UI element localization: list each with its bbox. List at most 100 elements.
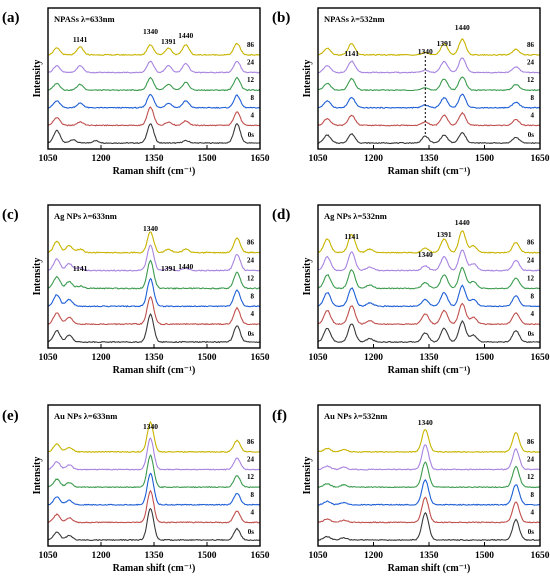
- series-label-4: 4: [251, 508, 255, 516]
- series-line-86: [317, 230, 541, 254]
- x-tick-label: 1650: [251, 353, 270, 363]
- peak-label-1440: 1440: [178, 31, 193, 40]
- series-line-8: [47, 472, 261, 506]
- peak-label-1141: 1141: [73, 264, 88, 273]
- panel-title: NPASs λ=633nm: [54, 14, 115, 24]
- x-tick-label: 1350: [420, 551, 439, 561]
- series-label-4: 4: [531, 508, 535, 516]
- series-line-24: [47, 60, 261, 74]
- panel-tag: (c): [2, 207, 19, 223]
- series-label-12: 12: [527, 76, 535, 84]
- x-tick-label: 1050: [39, 353, 58, 363]
- series-label-0s: 0s: [528, 330, 535, 338]
- series-line-86: [47, 231, 261, 254]
- x-axis-label: Raman shift (cm⁻¹): [113, 563, 196, 574]
- x-tick-label: 1650: [251, 551, 270, 561]
- series-line-24: [48, 244, 261, 272]
- x-tick-label: 1650: [531, 154, 550, 164]
- panel-tag: (f): [272, 408, 287, 424]
- series-line-24: [47, 437, 261, 471]
- series-label-86: 86: [527, 438, 535, 446]
- peak-label-1440: 1440: [178, 262, 193, 271]
- x-tick-label: 1350: [420, 353, 439, 363]
- panel-title: NPASs λ=532nm: [324, 14, 385, 24]
- x-axis-label: Raman shift (cm⁻¹): [388, 563, 471, 574]
- panel-title: Ag NPs λ=633nm: [54, 211, 117, 221]
- peak-label-1440: 1440: [455, 218, 470, 227]
- x-tick-label: 1650: [531, 353, 550, 363]
- x-tick-label: 1200: [92, 154, 111, 164]
- series-label-12: 12: [247, 76, 255, 84]
- series-line-0s: [317, 319, 541, 344]
- series-label-0s: 0s: [528, 131, 535, 139]
- x-tick-label: 1500: [475, 154, 494, 164]
- peak-label-1340: 1340: [418, 250, 433, 259]
- panel-a: (a) 0s 4 8 12 24 86 NPASs λ=633nm 1141 1340139114…: [2, 7, 270, 177]
- series-line-12: [318, 461, 541, 489]
- y-axis-label: Intensity: [302, 258, 313, 296]
- peak-label-1141: 1141: [73, 35, 88, 44]
- series-line-0s: [47, 507, 261, 542]
- series-line-0s: [317, 131, 541, 145]
- series-line-8: [317, 284, 541, 308]
- panel-tag: (a): [2, 10, 20, 26]
- peak-label-1391: 1391: [437, 230, 452, 239]
- x-tick-label: 1050: [309, 353, 328, 363]
- x-tick-label: 1200: [364, 353, 383, 363]
- peak-label-1391: 1391: [437, 39, 452, 48]
- y-axis-label: Intensity: [302, 60, 313, 98]
- series-label-8: 8: [251, 491, 255, 499]
- x-tick-label: 1200: [364, 551, 383, 561]
- peak-label-1391: 1391: [161, 37, 176, 46]
- series-line-4: [317, 496, 541, 524]
- peak-label-1440: 1440: [455, 23, 470, 32]
- series-line-4: [317, 111, 541, 127]
- series-label-8: 8: [531, 292, 535, 300]
- x-tick-label: 1650: [251, 154, 270, 164]
- x-axis-label: Raman shift (cm⁻¹): [388, 365, 471, 376]
- series-label-4: 4: [531, 310, 535, 318]
- series-line-0s: [317, 511, 540, 542]
- panel-tag: (d): [272, 207, 290, 223]
- x-tick-label: 1200: [92, 551, 111, 561]
- panel-b: (b) 0s 4 8 12 24 86 NPASs λ=532nm 1141 1340 139114…: [272, 7, 550, 177]
- series-line-12: [47, 259, 261, 290]
- series-label-0s: 0s: [248, 131, 255, 139]
- series-label-24: 24: [247, 59, 255, 67]
- x-tick-label: 1200: [92, 353, 111, 363]
- plot-frame: [317, 204, 541, 349]
- series-label-86: 86: [247, 41, 255, 49]
- series-line-12: [47, 454, 261, 489]
- series-line-8: [47, 93, 261, 109]
- x-tick-label: 1350: [420, 154, 439, 164]
- panel-tag: (b): [272, 10, 290, 26]
- series-label-4: 4: [251, 111, 255, 119]
- series-label-8: 8: [531, 94, 535, 102]
- x-axis-label: Raman shift (cm⁻¹): [388, 166, 471, 177]
- series-label-4: 4: [251, 310, 255, 318]
- series-label-12: 12: [247, 473, 255, 481]
- series-line-8: [47, 277, 261, 308]
- series-line-12: [317, 266, 541, 290]
- x-tick-label: 1050: [39, 154, 58, 164]
- panel-f: (f) 0s 4 8 12 24 86 Au NPs λ=532nm 1340 1050 1200 1…: [272, 404, 550, 574]
- series-label-24: 24: [247, 456, 255, 464]
- panel-e: (e) 0s 4 8 12 24 86 Au NPs λ=633nm 1340 1050 1200 1…: [2, 404, 270, 574]
- series-label-12: 12: [527, 274, 535, 282]
- series-line-12: [47, 76, 261, 92]
- x-tick-label: 1350: [145, 353, 164, 363]
- y-axis-label: Intensity: [32, 457, 43, 495]
- x-axis-label: Raman shift (cm⁻¹): [113, 166, 196, 177]
- series-line-0s: [47, 122, 261, 145]
- peak-label-1141: 1141: [344, 232, 359, 241]
- panel-tag: (e): [2, 408, 19, 424]
- peak-label-1391: 1391: [161, 264, 176, 273]
- series-label-0s: 0s: [248, 528, 255, 536]
- series-line-4: [47, 295, 261, 326]
- x-tick-label: 1650: [531, 551, 550, 561]
- series-label-0s: 0s: [248, 330, 255, 338]
- series-label-24: 24: [247, 257, 255, 265]
- panel-title: Au NPs λ=633nm: [54, 411, 117, 421]
